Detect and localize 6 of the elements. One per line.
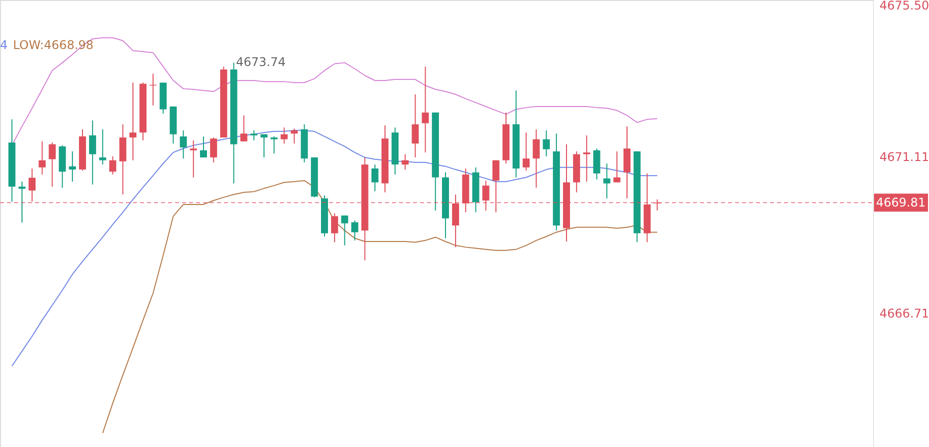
annotation: 4673.74 [236, 55, 286, 69]
ref-line-label: 4669.81 [876, 196, 926, 210]
y-tick-label: 4666.71 [880, 306, 929, 321]
annotation: 4 [0, 38, 8, 52]
y-tick-label: 4675.50 [880, 0, 929, 12]
y-tick-label: 4671.11 [880, 150, 929, 164]
